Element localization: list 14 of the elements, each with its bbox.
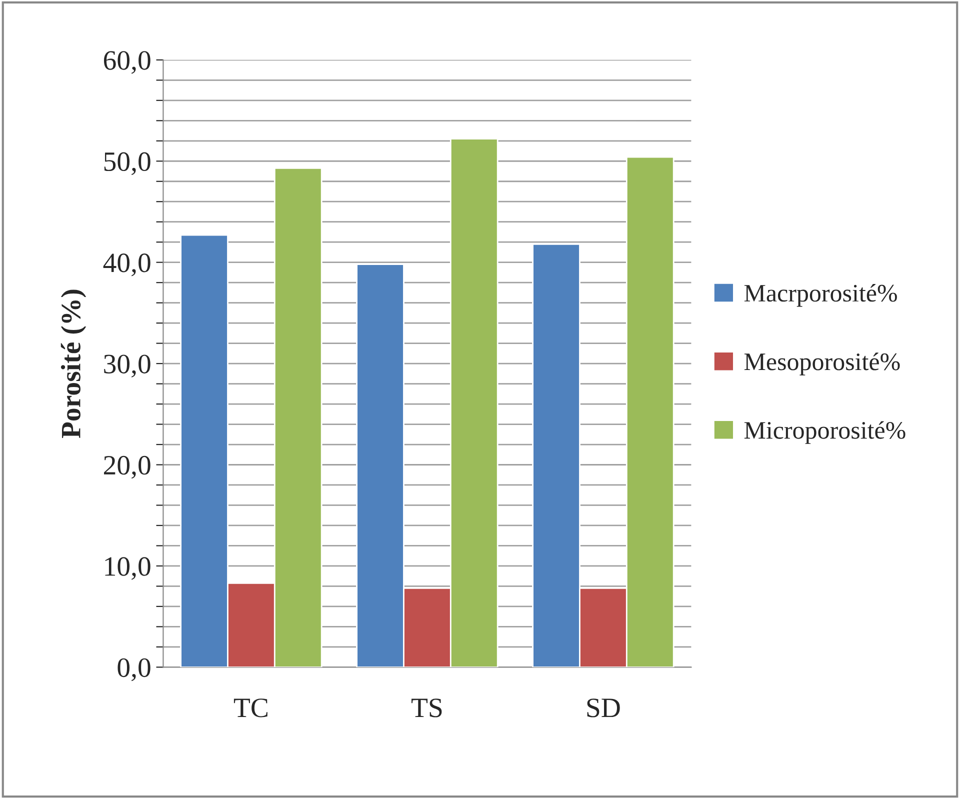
y-tick-label: 30,0 (104, 354, 150, 378)
y-tick-label: 40,0 (103, 254, 150, 276)
y-tick-label: 10,0 (105, 557, 150, 580)
legend-label: Microporosité% (744, 421, 906, 444)
x-tick-label: TS (411, 698, 442, 718)
y-tick-label: 20,0 (104, 456, 150, 479)
y-tick-label: 60,0 (104, 51, 150, 74)
legend-label: Mesoporosité% (744, 352, 900, 376)
x-tick-label: TC (234, 698, 268, 718)
y-tick-label: 0,0 (118, 658, 150, 682)
legend-label: Macrporosité% (744, 284, 897, 307)
y-tick-label: 50,0 (104, 152, 150, 176)
y-axis-title: Porosité (%) (60, 290, 86, 438)
x-tick-label: SD (587, 698, 620, 718)
